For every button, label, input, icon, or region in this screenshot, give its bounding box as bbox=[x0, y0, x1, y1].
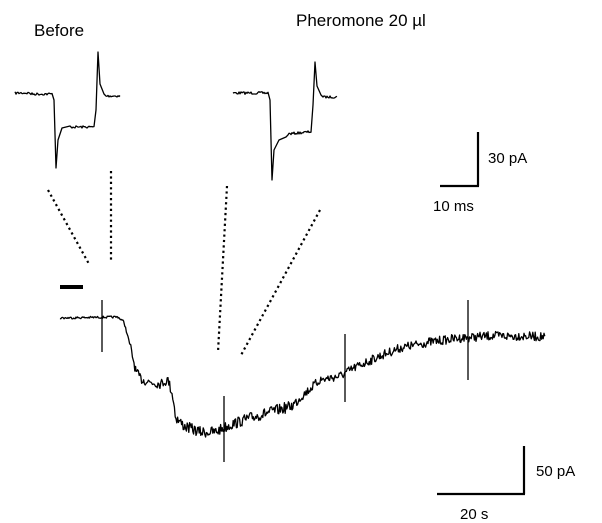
stimulus-artifacts bbox=[101, 300, 469, 462]
inset-scale-bar bbox=[440, 132, 480, 188]
pheromone-label: Pheromone 20 µl bbox=[296, 11, 426, 30]
main-scale-vertical-label: 50 pA bbox=[536, 463, 575, 480]
main-scale-bar bbox=[437, 446, 526, 496]
inset-trace-pheromone bbox=[232, 61, 338, 181]
zoom-guide-lines bbox=[47, 171, 321, 358]
before-label: Before bbox=[34, 21, 84, 40]
inset-scale-horizontal-label: 10 ms bbox=[433, 198, 474, 215]
inset-trace-before bbox=[14, 51, 121, 169]
main-scale-horizontal-label: 20 s bbox=[460, 506, 488, 523]
main-current-trace bbox=[59, 315, 546, 438]
inset-scale-vertical-label: 30 pA bbox=[488, 150, 527, 167]
